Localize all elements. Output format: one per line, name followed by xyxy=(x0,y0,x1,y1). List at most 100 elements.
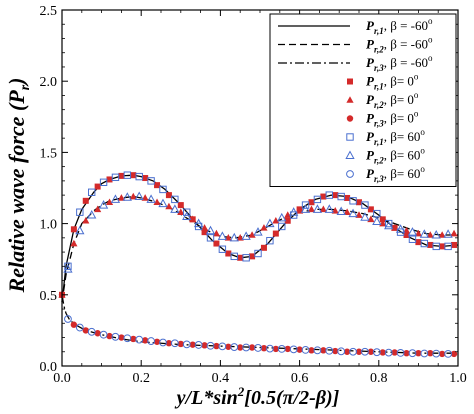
data-point xyxy=(105,198,114,206)
legend-label-degree: o xyxy=(420,127,425,137)
legend-label-sub: r,2 xyxy=(374,45,384,55)
data-point xyxy=(213,240,220,247)
series-3 xyxy=(61,294,458,354)
series-8 xyxy=(63,191,453,273)
data-point xyxy=(272,216,280,224)
data-point xyxy=(135,172,143,181)
y-tick-label: 2.0 xyxy=(40,75,58,90)
data-point xyxy=(419,229,429,238)
data-point xyxy=(395,224,406,233)
data-point xyxy=(225,343,232,350)
legend-label-sub: r,3 xyxy=(374,174,384,184)
data-point xyxy=(130,172,137,179)
data-point xyxy=(165,202,173,210)
series-7 xyxy=(64,171,452,271)
legend-entry: Pr,1, β= 60o xyxy=(346,127,425,147)
x-tick-label: 0.6 xyxy=(291,371,309,386)
legend-entry: Pr,2, β= 0o xyxy=(346,90,419,110)
data-point xyxy=(99,178,108,187)
data-point xyxy=(253,227,263,236)
data-point xyxy=(106,332,113,340)
data-point xyxy=(451,241,458,248)
data-point xyxy=(170,339,179,348)
data-point xyxy=(241,231,251,240)
legend-label-degree: o xyxy=(414,72,419,82)
legend-label: Pr,1, β= 60o xyxy=(366,127,425,147)
legend-label: Pr,2, β= 60o xyxy=(366,146,425,166)
data-point xyxy=(277,345,286,353)
legend-label: Pr,1, β = -60o xyxy=(366,16,433,36)
legend-label: Pr,2, β= 0o xyxy=(366,90,419,110)
data-point xyxy=(194,341,203,349)
data-point xyxy=(201,342,208,349)
data-point xyxy=(349,197,357,205)
data-point xyxy=(129,192,137,200)
x-axis-title-main: y/L*sin xyxy=(175,387,238,409)
data-point xyxy=(443,229,453,238)
data-point xyxy=(70,239,78,247)
data-point xyxy=(439,243,446,250)
data-point xyxy=(205,225,216,235)
data-point xyxy=(154,182,161,189)
data-point xyxy=(301,346,310,354)
legend-label: Pr,1, β= 0o xyxy=(366,72,419,92)
data-point xyxy=(217,231,228,240)
legend-label-tail: , β= 60 xyxy=(384,166,421,181)
data-point xyxy=(153,198,161,206)
data-point xyxy=(147,337,156,345)
data-point xyxy=(312,204,323,213)
data-point xyxy=(384,220,394,230)
legend-label-main: P xyxy=(366,18,375,33)
legend-label-degree: o xyxy=(414,90,419,100)
data-point xyxy=(379,349,386,356)
data-point xyxy=(147,177,155,185)
data-point xyxy=(118,172,125,179)
data-point xyxy=(450,350,458,358)
legend-label-tail: , β= 60 xyxy=(384,148,421,163)
data-point xyxy=(337,192,345,201)
data-point xyxy=(325,346,334,355)
data-point xyxy=(260,345,268,352)
data-point xyxy=(426,231,434,238)
data-point xyxy=(284,345,291,353)
y-axis-title-end: ) xyxy=(4,78,29,87)
data-point xyxy=(76,208,84,216)
legend-label-degree: o xyxy=(420,146,425,156)
series-9 xyxy=(64,315,453,358)
data-point xyxy=(254,249,262,258)
data-point xyxy=(320,347,327,354)
legend-entry: Pr,1, β= 0o xyxy=(347,72,419,92)
series-line xyxy=(61,294,458,354)
legend-label-main: P xyxy=(366,166,375,181)
data-point xyxy=(332,347,339,355)
data-point xyxy=(403,231,410,238)
data-point xyxy=(75,323,84,332)
legend-label: Pr,3, β= 0o xyxy=(366,109,419,129)
data-point xyxy=(367,348,375,355)
data-point xyxy=(242,254,250,262)
data-point xyxy=(159,338,167,347)
legend-label-degree: o xyxy=(414,109,419,119)
data-point xyxy=(402,226,411,234)
data-point xyxy=(284,217,291,224)
data-point xyxy=(82,216,90,224)
data-point xyxy=(420,239,429,248)
data-point xyxy=(122,192,132,201)
data-point xyxy=(254,344,262,352)
data-point xyxy=(444,349,453,358)
data-point xyxy=(230,252,238,261)
data-point xyxy=(118,334,125,341)
legend-label-sub: r,3 xyxy=(374,63,384,73)
series-6 xyxy=(58,291,458,358)
data-point xyxy=(384,348,393,357)
data-point xyxy=(278,222,286,231)
data-point xyxy=(123,171,132,179)
data-point xyxy=(331,206,339,214)
legend-label-sub: r,3 xyxy=(374,119,384,129)
data-point xyxy=(438,350,446,358)
legend-label-sub: r,1 xyxy=(374,82,384,92)
data-point xyxy=(415,349,422,357)
data-point xyxy=(94,205,102,213)
